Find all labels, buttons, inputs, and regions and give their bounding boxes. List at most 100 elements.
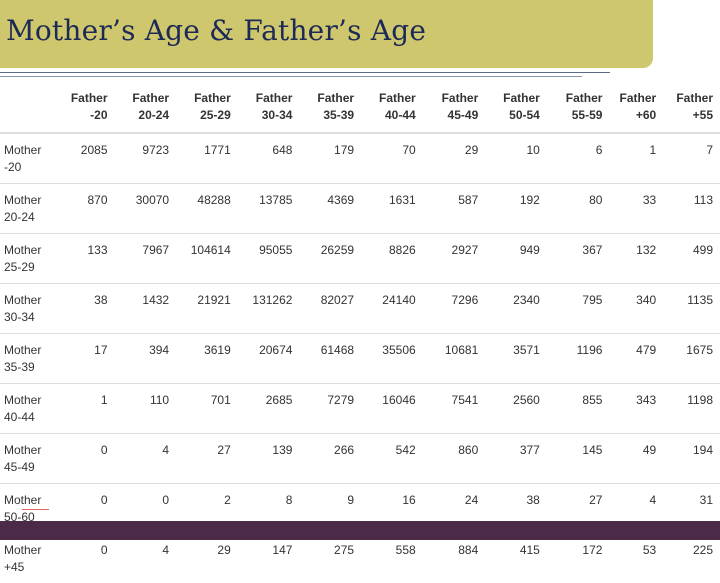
title-banner: Mother’s Age & Father’s Age (0, 0, 653, 68)
table-cell: 2340 (485, 284, 547, 334)
table-cell: 95055 (238, 234, 300, 284)
table-cell: 2685 (238, 384, 300, 434)
column-header-line2: 35-39 (299, 107, 354, 124)
table-cell: 29 (423, 133, 486, 184)
title-divider-secondary (0, 76, 582, 77)
table-cell: 499 (663, 234, 720, 284)
table-cell: 266 (299, 434, 361, 484)
table-cell: 48288 (176, 184, 238, 234)
table-cell: 113 (663, 184, 720, 234)
table-cell: 367 (547, 234, 610, 284)
table-cell: 194 (663, 434, 720, 484)
column-header: Father+55 (663, 84, 720, 133)
table-cell: 1196 (547, 334, 610, 384)
table-cell: 131262 (238, 284, 300, 334)
table-cell: 6 (547, 133, 610, 184)
table-cell: 855 (547, 384, 610, 434)
table-cell: 884 (423, 534, 486, 583)
column-header-line1: Father (609, 90, 656, 107)
table-cell: 1432 (115, 284, 177, 334)
row-header-line1: Mother (4, 392, 49, 409)
table-cell: 10681 (423, 334, 486, 384)
table-cell: 30070 (115, 184, 177, 234)
column-header-line1: Father (547, 90, 603, 107)
footer-bar (0, 521, 720, 540)
row-header-line2: +45 (4, 559, 49, 576)
table-cell: 20674 (238, 334, 300, 384)
table-cell: 3571 (485, 334, 547, 384)
table-cell: 17 (56, 334, 115, 384)
column-header: Father-20 (56, 84, 115, 133)
table-cell: 21921 (176, 284, 238, 334)
table-cell: 104614 (176, 234, 238, 284)
table-cell: 558 (361, 534, 423, 583)
column-header-line1: Father (663, 90, 713, 107)
table-cell: 110 (115, 384, 177, 434)
table-cell: 1 (56, 384, 115, 434)
page-title: Mother’s Age & Father’s Age (6, 14, 426, 47)
table-cell: 7296 (423, 284, 486, 334)
column-header-line1: Father (423, 90, 479, 107)
table-cell: 35506 (361, 334, 423, 384)
table-cell: 4 (115, 434, 177, 484)
row-header-line1: Mother (4, 192, 49, 209)
column-header-line2: 40-44 (361, 107, 416, 124)
column-header-line2: 25-29 (176, 107, 231, 124)
table-cell: 0 (56, 534, 115, 583)
table-cell: 1631 (361, 184, 423, 234)
table-cell: 82027 (299, 284, 361, 334)
table-cell: 179 (299, 133, 361, 184)
table-cell: 415 (485, 534, 547, 583)
table-cell: 701 (176, 384, 238, 434)
table-cell: 377 (485, 434, 547, 484)
table-cell: 61468 (299, 334, 361, 384)
table-cell: 145 (547, 434, 610, 484)
table-cell: 27 (176, 434, 238, 484)
row-header-line2: 35-39 (4, 359, 49, 376)
row-header-line1: Mother (4, 492, 49, 509)
table-cell: 10 (485, 133, 547, 184)
row-header-line1: Mother (4, 292, 49, 309)
column-header-line1: Father (299, 90, 354, 107)
column-header-line2: +55 (663, 107, 713, 124)
table-cell: 26259 (299, 234, 361, 284)
table-cell: 9723 (115, 133, 177, 184)
table-cell: 24140 (361, 284, 423, 334)
table-cell: 343 (609, 384, 663, 434)
row-header: Mother-20 (0, 133, 56, 184)
table-cell: 870 (56, 184, 115, 234)
table-cell: 0 (56, 434, 115, 484)
table-cell: 479 (609, 334, 663, 384)
table-cell: 542 (361, 434, 423, 484)
table-cell: 795 (547, 284, 610, 334)
row-header-line2: 30-34 (4, 309, 49, 326)
table-cell: 13785 (238, 184, 300, 234)
table-cell: 139 (238, 434, 300, 484)
table-cell: 147 (238, 534, 300, 583)
table-cell: 1771 (176, 133, 238, 184)
row-header-line2: 25-29 (4, 259, 49, 276)
spellcheck-underline (22, 509, 49, 510)
table-cell: 1 (609, 133, 663, 184)
column-header-line1: Father (238, 90, 293, 107)
column-header-line2: +60 (609, 107, 656, 124)
row-header-line1: Mother (4, 142, 49, 159)
row-header: Mother+45 (0, 534, 56, 583)
table-cell: 80 (547, 184, 610, 234)
column-header-line1: Father (485, 90, 540, 107)
row-header-line1: Mother (4, 542, 49, 559)
